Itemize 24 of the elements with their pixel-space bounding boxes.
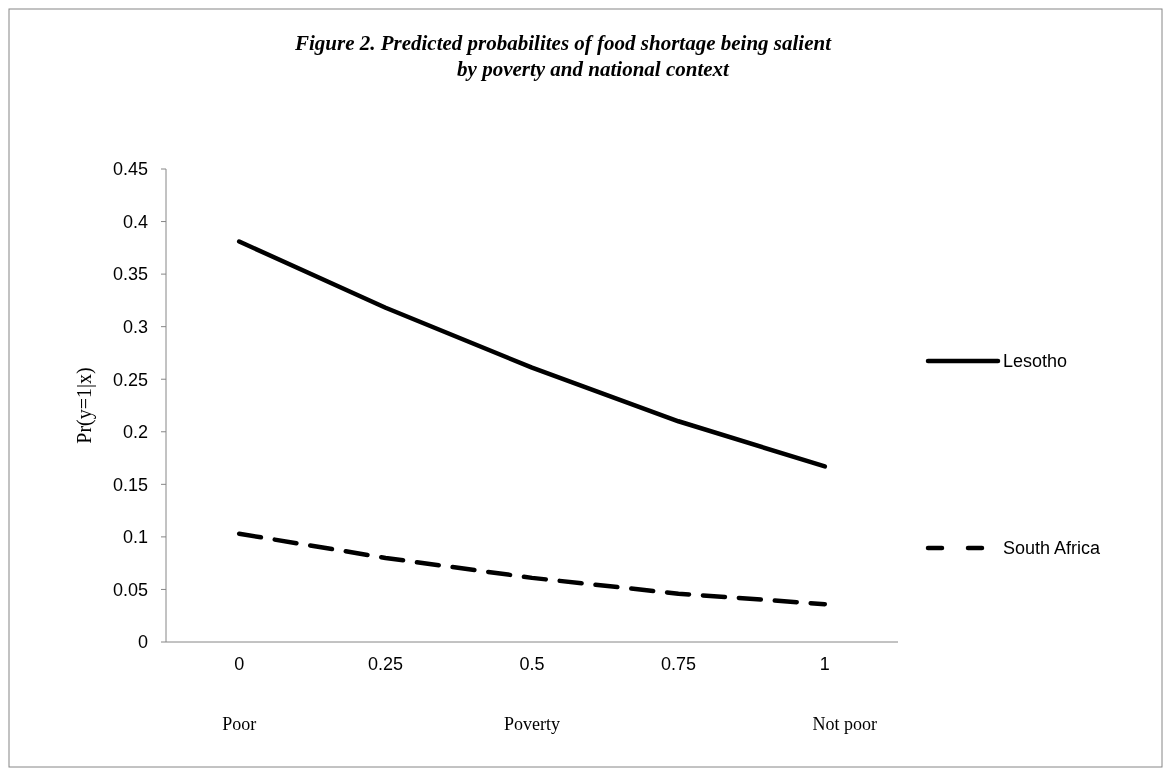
line-series bbox=[236, 239, 828, 469]
x-tick-label: 0.5 bbox=[519, 654, 545, 674]
y-tick-label: 0.4 bbox=[122, 211, 148, 232]
y-tick-label: 0 bbox=[137, 632, 148, 653]
y-tick-label: 0.35 bbox=[112, 264, 148, 285]
x-tick-label: 0.25 bbox=[368, 654, 404, 674]
legend-label: Lesotho bbox=[1003, 351, 1068, 372]
text: Not poor bbox=[812, 714, 878, 734]
x-tick-label: 0 bbox=[234, 654, 245, 674]
y-tick-label: 0.05 bbox=[112, 579, 148, 600]
x-axis-title: Poverty bbox=[504, 714, 560, 734]
chart-title: Figure 2. Predicted probabilites of food shortage being salient by poverty and national context bbox=[293, 31, 833, 81]
y-tick-label: 0.2 bbox=[122, 422, 148, 443]
y-tick-label: 0.25 bbox=[112, 369, 148, 390]
y-tick-label: 0.15 bbox=[112, 474, 148, 495]
x-tick-label: 0.75 bbox=[660, 654, 696, 674]
y-axis-title: Pr(y=1|x) bbox=[73, 367, 96, 444]
x-tick-label: 1 bbox=[819, 654, 830, 674]
y-tick-label: 0.45 bbox=[112, 159, 148, 180]
y-tick-label: 0.1 bbox=[122, 527, 148, 548]
line-series bbox=[236, 531, 828, 607]
legend-label: South Africa bbox=[1003, 538, 1102, 559]
text: Poor bbox=[222, 714, 257, 734]
y-tick-label: 0.3 bbox=[122, 316, 148, 337]
